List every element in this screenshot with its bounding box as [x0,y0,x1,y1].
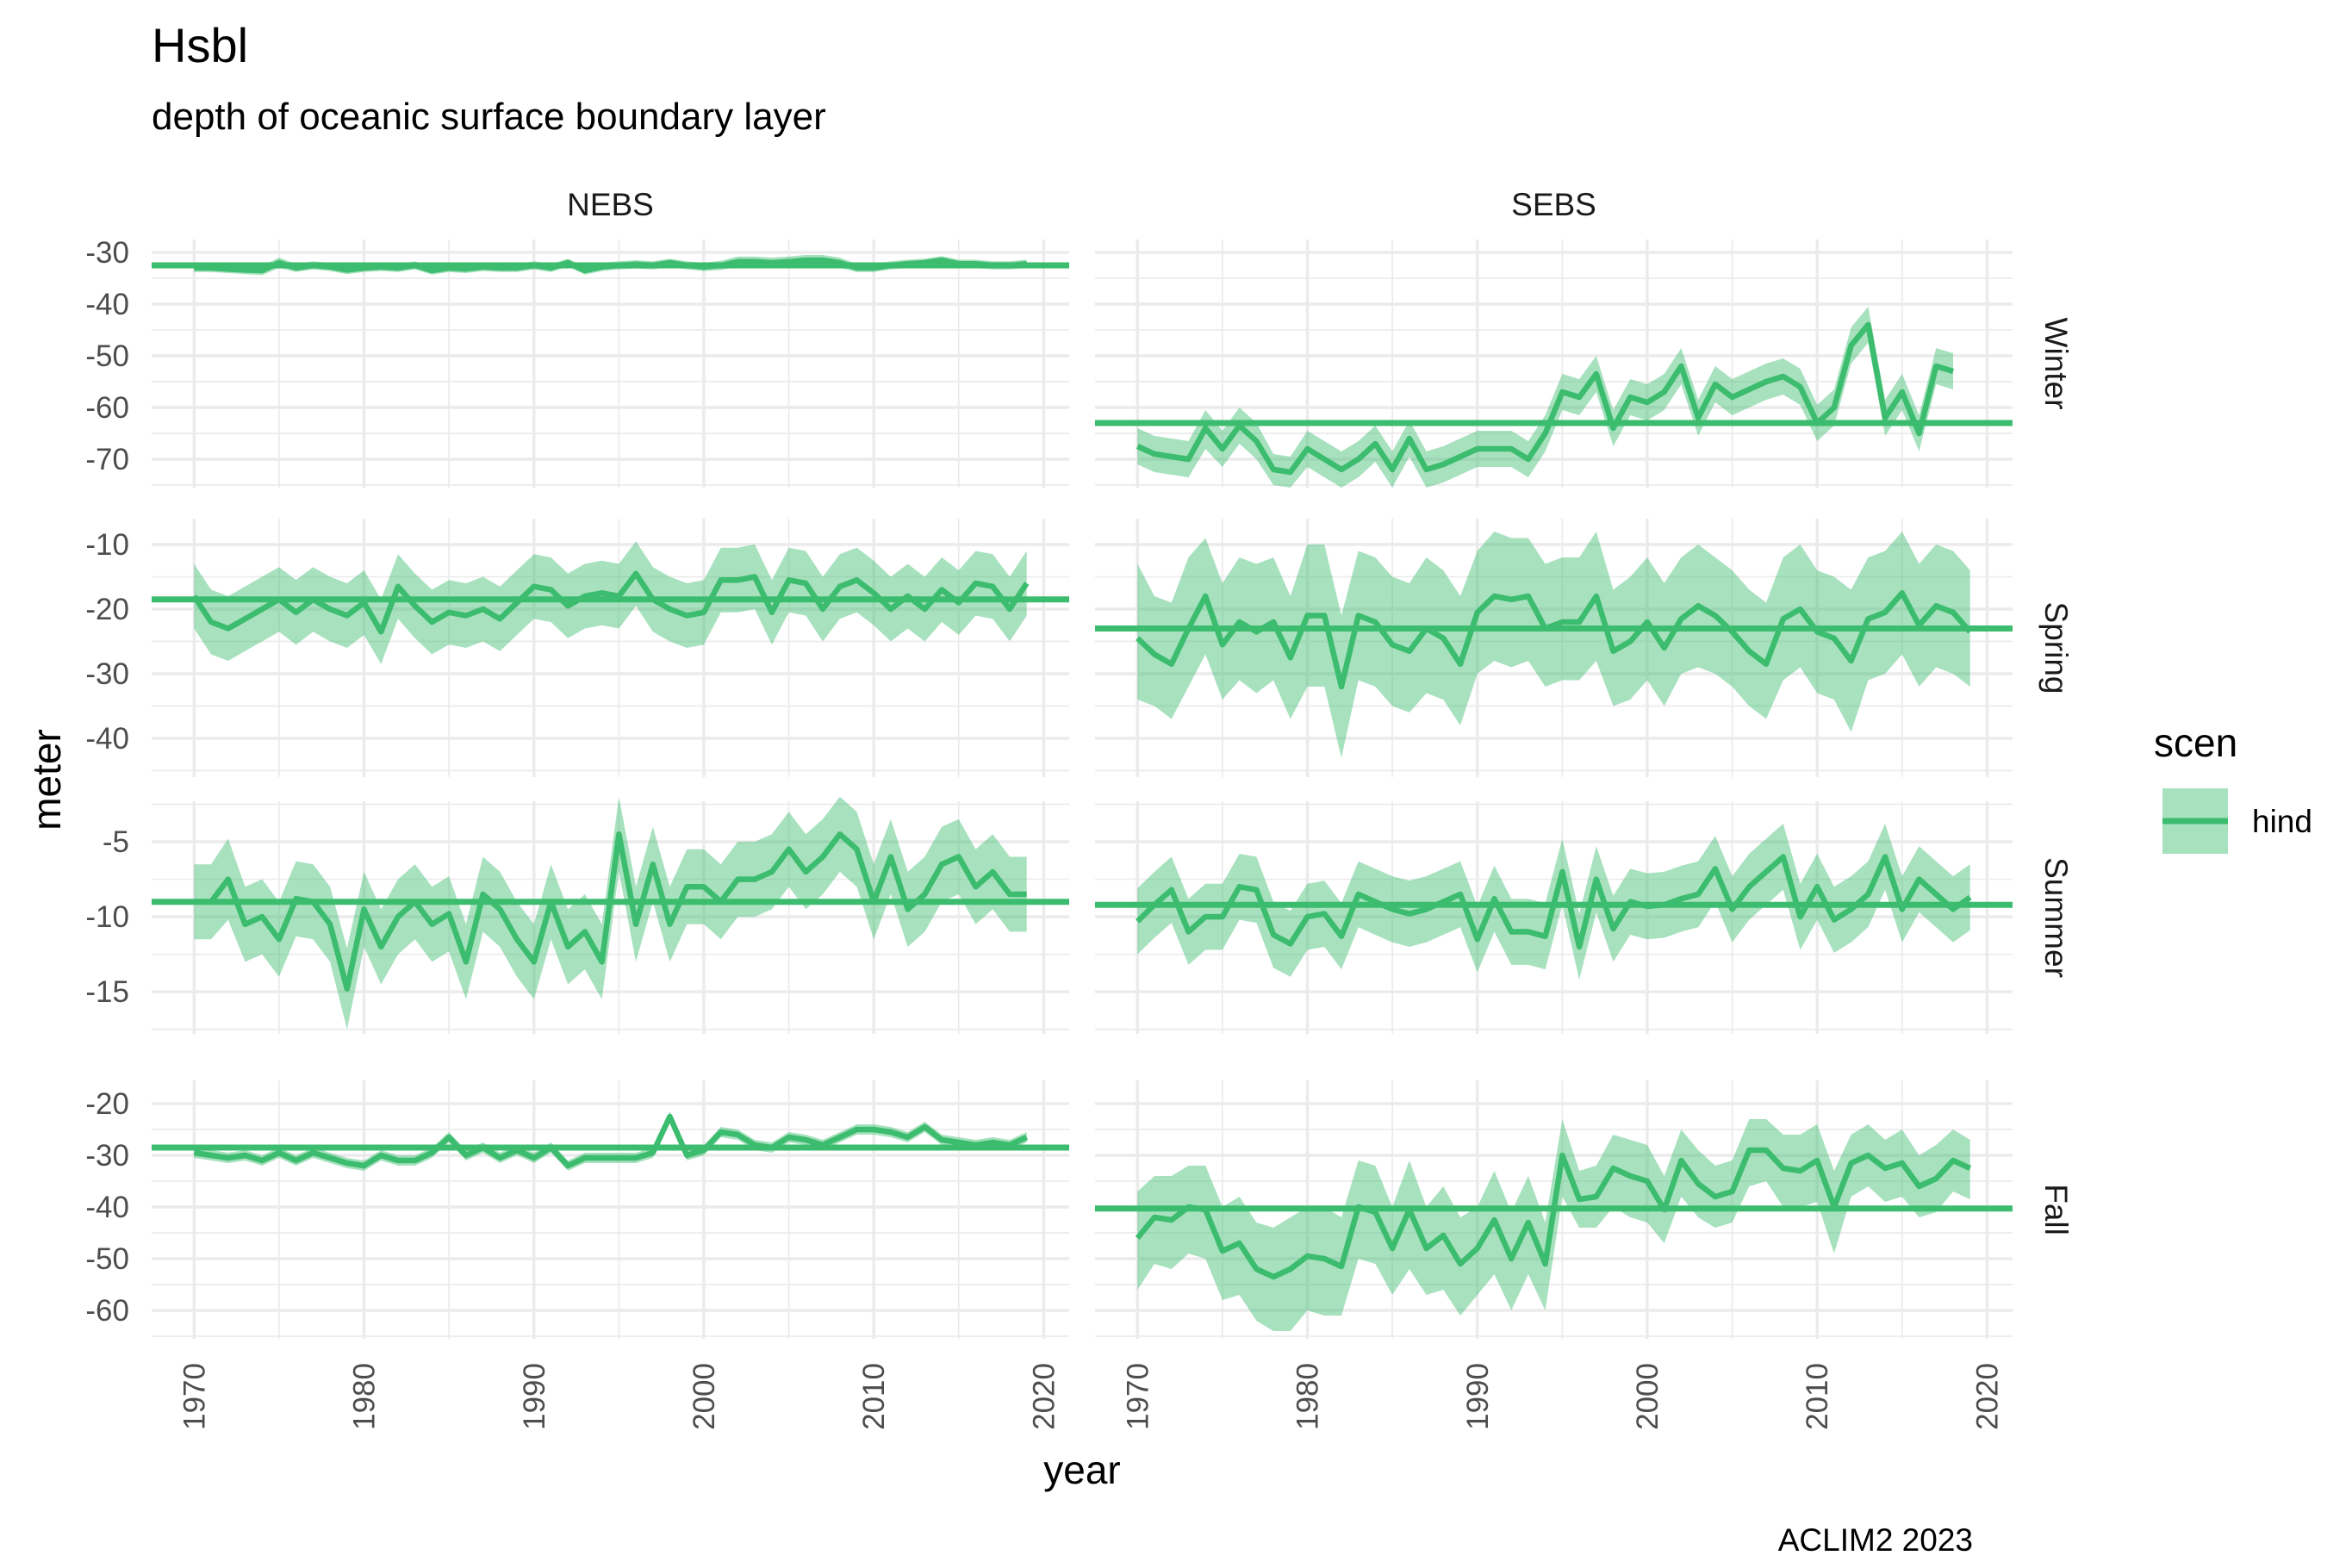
ribbon-hind [1137,307,1953,488]
panel-nebs-winter: -30 -40 -50 -60 -70 [85,236,1069,488]
x-tick-label-1990: 1990 [1461,1363,1495,1430]
y-tick-label: -60 [85,1294,129,1328]
x-axis-title: year [1043,1447,1120,1492]
y-tick-label: -5 [103,825,129,859]
strip-label-nebs: NEBS [567,187,654,222]
x-tick-label-2020: 2020 [1970,1363,2004,1430]
panel-nebs-summer: -5 -10 -15 [85,796,1069,1034]
legend-title: scen [2154,720,2237,765]
series-line-hind [194,831,1027,992]
x-tick-label-1980: 1980 [348,1363,382,1430]
y-tick-label: -15 [85,975,129,1009]
facet-panels: NEBS SEBSWinterSpringSummerFall-30-40-50-… [85,187,2074,1430]
ribbon-hind [194,1111,1027,1171]
panel-sebs-winter [1095,240,2013,488]
chart-subtitle: depth of oceanic surface boundary layer [152,96,826,138]
panel-nebs-fall: -20 -30 -40 -50 -60 1970 1980 1990 2000 2010 2020 [85,1080,1069,1430]
x-tick-label-2000: 2000 [688,1363,721,1430]
panel-sebs-spring [1095,519,2013,777]
caption: ACLIM2 2023 [1778,1522,1973,1558]
panel-sebs-summer [1095,801,2013,1034]
series-line-hind [1136,590,1973,690]
y-tick-label: -30 [85,236,129,270]
series-line-hind [193,1113,1029,1169]
y-tick-label: -20 [85,593,129,626]
x-tick-label-2010: 2010 [1801,1363,1834,1430]
y-tick-label: -60 [85,391,129,425]
ribbon-hind [194,541,1027,664]
strip-label-winter: Winter [2038,318,2074,410]
y-tick-label: -10 [85,900,129,934]
chart-title: Hsbl [152,18,248,72]
x-tick-label-2020: 2020 [1027,1363,1061,1430]
x-tick-label-2010: 2010 [857,1363,891,1430]
series-line-hind [191,570,1030,635]
x-tick-label-1990: 1990 [518,1363,551,1430]
y-axis-title: meter [24,729,69,831]
strip-label-summer: Summer [2038,857,2074,978]
panel-nebs-spring: -10 -20 -30 -40 [85,519,1069,777]
series-line-hind [194,257,1027,274]
y-tick-label: -70 [85,443,129,476]
y-tick-label: -50 [85,339,129,373]
legend: scen hind [2154,720,2312,854]
strip-label-fall: Fall [2038,1184,2074,1235]
y-tick-label: -50 [85,1242,129,1276]
x-tick-label-1970: 1970 [177,1363,211,1430]
y-tick-label: -30 [85,1139,129,1173]
y-tick-label: -30 [85,657,129,691]
series-line-hind [1136,854,1972,950]
strip-label-sebs: SEBS [1511,187,1596,222]
y-tick-label: -20 [85,1087,129,1121]
x-tick-label-2000: 2000 [1631,1363,1664,1430]
legend-label-hind: hind [2252,804,2312,839]
x-tick-label-1980: 1980 [1291,1363,1325,1430]
y-tick-label: -40 [85,1191,129,1224]
strip-label-spring: Spring [2038,602,2074,694]
ribbon-hind [1137,532,1970,758]
y-tick-label: -40 [85,288,129,321]
series-line-hind [1136,321,1954,476]
series-line-hind [1135,1147,1972,1280]
x-tick-label-1970: 1970 [1121,1363,1154,1430]
y-tick-label: -40 [85,722,129,756]
y-tick-label: -10 [85,528,129,562]
panel-sebs-fall: 1970 1980 1990 2000 2010 2020 [1095,1080,2013,1430]
